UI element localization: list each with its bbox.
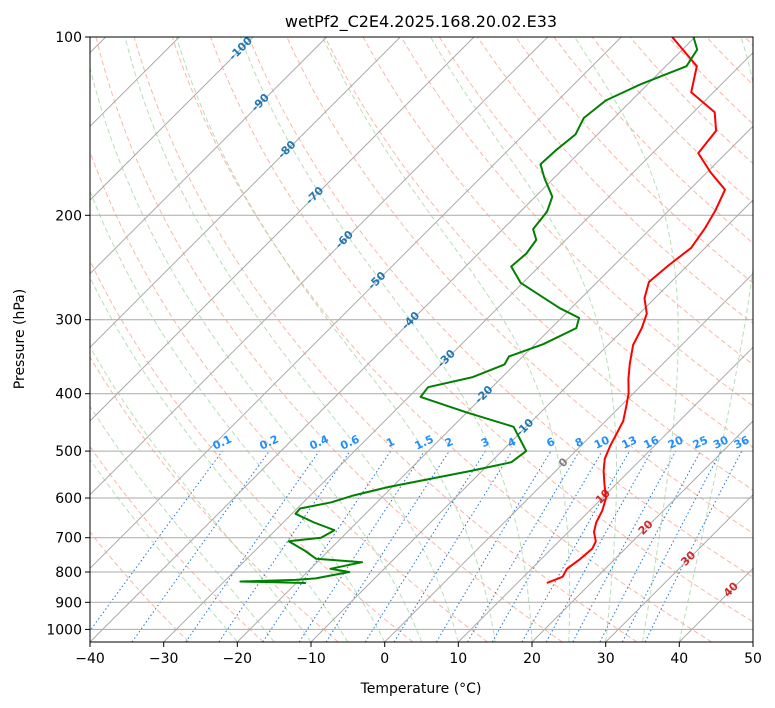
x-tick-label: 10	[449, 651, 467, 667]
pressure-gridlines	[90, 37, 753, 630]
isotherm-line	[90, 37, 475, 422]
x-tick-label: 50	[744, 651, 762, 667]
dry-adiabat	[286, 37, 753, 534]
x-tick-label: −30	[149, 651, 179, 667]
dry-adiabat	[553, 37, 753, 244]
plot-frame	[89, 36, 754, 643]
isotherm-line	[310, 199, 753, 642]
dry-adiabat	[400, 37, 753, 407]
x-axis: −40 −30 −20 −10 0 10 20 30 40 50	[75, 642, 762, 667]
moist-adiabat	[90, 276, 349, 642]
dry-adiabat	[477, 37, 753, 325]
moist-adiabat	[678, 37, 753, 642]
moist-adiabat	[90, 458, 238, 642]
plot-background	[90, 37, 753, 642]
moist-adiabat	[90, 405, 275, 642]
background-lines	[90, 37, 753, 642]
dry-adiabat	[210, 37, 753, 623]
moist-adiabat	[90, 65, 422, 642]
mixing-ratio-line	[521, 450, 630, 642]
y-tick-label: 900	[55, 595, 82, 611]
moist-adiabat	[322, 37, 571, 642]
y-tick-label: 600	[55, 491, 82, 507]
y-tick-label: 200	[55, 208, 82, 224]
dry-adiabat	[591, 37, 753, 204]
mixing-ratio-line	[131, 450, 270, 642]
mixing-ratio-label: 25	[691, 433, 710, 451]
isotherm-line	[384, 272, 753, 642]
moist-adiabat	[90, 189, 386, 642]
isotherm-line	[90, 37, 549, 496]
dry-adiabat	[324, 37, 753, 491]
y-tick-label: 100	[55, 30, 82, 46]
mixing-ratio-line	[325, 450, 450, 642]
y-axis-label: Pressure (hPa)	[12, 289, 28, 389]
mixing-ratio-line	[467, 450, 580, 642]
y-tick-label: 300	[55, 313, 82, 329]
mixing-ratio-line	[364, 450, 486, 642]
mixing-ratio-line	[218, 450, 351, 642]
y-tick-label: 800	[55, 565, 82, 581]
moist-adiabat	[430, 37, 617, 642]
mixing-ratio-label: 13	[620, 433, 639, 451]
isotherm-line	[90, 37, 328, 275]
mixing-ratio-line	[90, 450, 223, 632]
mixing-ratio-line	[185, 450, 320, 642]
dry-adiabat	[248, 37, 753, 578]
x-axis-label: Temperature (°C)	[360, 681, 482, 697]
sounding-profiles	[239, 37, 726, 584]
mixing-ratio-line	[572, 450, 677, 642]
x-tick-label: −20	[223, 651, 253, 667]
x-tick-label: −10	[296, 651, 326, 667]
isotherm-line	[236, 125, 753, 642]
isotherm-line	[605, 493, 753, 642]
x-tick-label: 30	[597, 651, 615, 667]
dry-adiabat	[438, 37, 753, 365]
isotherm-line	[457, 346, 753, 642]
dry-adiabat	[95, 37, 563, 642]
dry-adiabat	[133, 37, 638, 642]
moist-adiabat	[574, 37, 679, 642]
isotherm-line	[163, 51, 753, 642]
isotherm-line	[531, 420, 753, 642]
x-tick-label: 20	[523, 651, 541, 667]
x-tick-label: 40	[670, 651, 688, 667]
mixing-ratio-label: 10	[592, 433, 612, 451]
mixing-ratio-line	[393, 450, 513, 642]
isotherm-line	[90, 37, 696, 642]
moist-adiabat	[239, 37, 533, 642]
y-axis: 100 200 300 400 500 600 700 800 900 1000	[46, 30, 90, 638]
mixing-ratio-line	[491, 450, 603, 642]
isotherm-line	[752, 641, 753, 642]
y-tick-label: 500	[55, 444, 82, 460]
chart-title: wetPf2_C2E4.2025.168.20.02.E33	[285, 12, 557, 32]
dewpoint-profile	[239, 37, 699, 584]
isotherm-line	[90, 37, 254, 201]
mixing-ratio-label: 30	[711, 433, 731, 451]
mixing-ratio-label: 16	[642, 433, 662, 451]
mixing-ratio-line	[435, 450, 552, 642]
x-tick-label: −40	[75, 651, 105, 667]
mixing-ratio-label: 20	[666, 433, 686, 451]
dry-adiabat	[90, 150, 488, 642]
dry-adiabat	[171, 37, 712, 642]
moist-adiabat	[175, 37, 496, 642]
y-tick-label: 400	[55, 387, 82, 403]
temperature-profile	[546, 37, 726, 584]
isotherm-line	[90, 37, 622, 570]
dry-adiabat	[90, 531, 190, 642]
x-tick-label: 0	[380, 651, 389, 667]
mixing-ratio-label: 36	[732, 433, 752, 451]
isotherm-line	[90, 37, 401, 349]
y-tick-label: 700	[55, 531, 82, 547]
y-tick-label: 1000	[46, 622, 82, 638]
